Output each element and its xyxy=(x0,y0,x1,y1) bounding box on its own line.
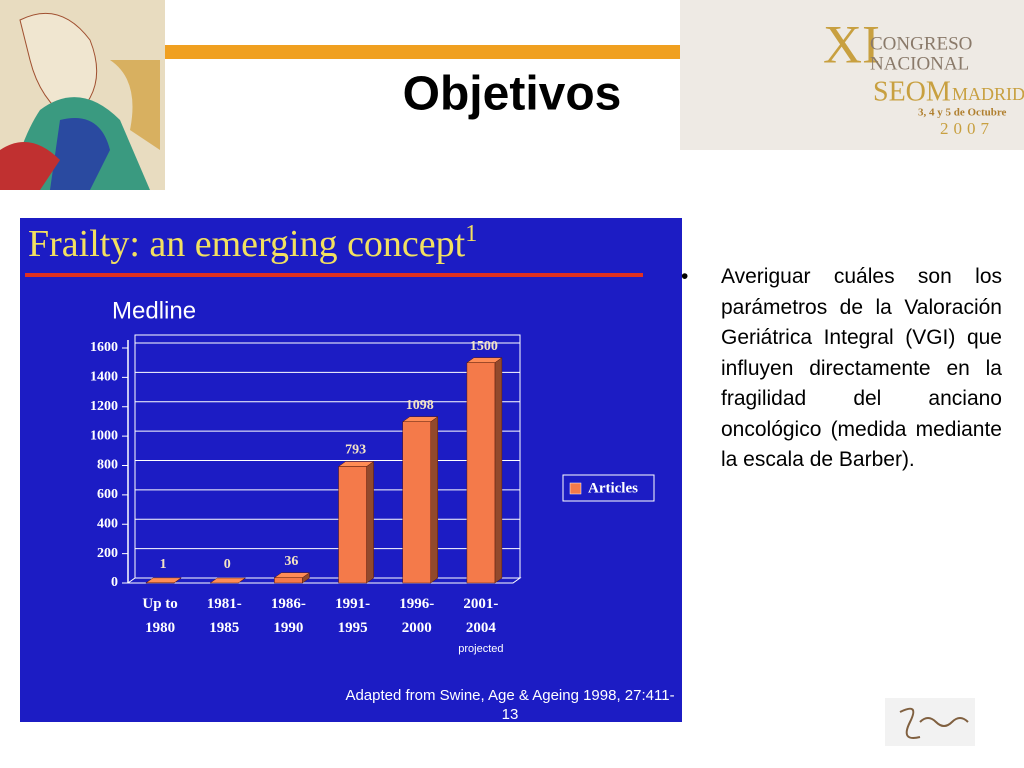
logo-year: 2007 xyxy=(940,119,994,138)
x-tick-label: 2001-2004 xyxy=(463,596,499,636)
superscript: 1 xyxy=(465,221,477,247)
bar xyxy=(466,362,496,584)
bar xyxy=(274,577,303,584)
value-label: 1 xyxy=(160,557,167,572)
value-label: 1500 xyxy=(470,339,498,354)
x-tick-label: Up to 1980 xyxy=(142,596,178,636)
y-tick-label: 1000 xyxy=(90,428,118,443)
y-tick-label: 1200 xyxy=(90,399,118,414)
logo-bg xyxy=(680,0,1024,150)
value-label: 1098 xyxy=(406,398,434,413)
x-tick-label: 1981-1985 xyxy=(206,596,242,636)
x-tick-label: 1996-2000 xyxy=(399,596,435,636)
y-tick-label: 600 xyxy=(97,487,118,502)
logo-city: MADRID xyxy=(952,84,1024,104)
chart-subtitle: Medline xyxy=(112,297,196,324)
plot-floor xyxy=(126,577,522,584)
x-tick-label: 1986-1990 xyxy=(270,596,306,636)
value-label: 793 xyxy=(345,443,366,458)
legend-label: Articles xyxy=(588,480,638,496)
bullet-dot: • xyxy=(681,265,689,288)
logo-roman: XI xyxy=(823,14,880,74)
bar-side xyxy=(430,416,438,584)
y-tick-label: 1400 xyxy=(90,370,118,385)
y-tick-label: 400 xyxy=(97,516,118,531)
slide-title: Objetivos xyxy=(403,68,622,121)
chart-title-text: Frailty: an emerging concept xyxy=(28,223,466,265)
seom-logo-mark xyxy=(899,707,969,739)
bar-side xyxy=(494,357,503,584)
painting xyxy=(0,0,165,190)
value-label: 0 xyxy=(224,557,231,572)
logo-text: NACIONAL xyxy=(870,53,969,74)
y-tick-label: 200 xyxy=(97,546,118,561)
bullet: Averiguar cuáles son los parámetros de l… xyxy=(688,262,1002,476)
chart-source: Adapted from Swine, Age & Ageing 1998, 2… xyxy=(345,687,675,723)
bar-side xyxy=(366,461,374,584)
seom-logo xyxy=(885,698,975,746)
value-label: 36 xyxy=(284,554,298,569)
annotation: projected xyxy=(458,643,503,655)
bullet-text: Averiguar cuáles son los parámetros de l… xyxy=(721,265,1002,471)
bar xyxy=(402,421,431,584)
logo-text: CONGRESO xyxy=(870,33,972,54)
logo-org: SEOM xyxy=(873,76,951,107)
y-tick-label: 800 xyxy=(97,458,118,473)
bar xyxy=(338,466,367,584)
bar-top xyxy=(209,577,247,584)
y-tick-label: 1600 xyxy=(90,340,118,355)
logo-dates: 3, 4 y 5 de Octubre xyxy=(918,107,1007,119)
chart-title: Frailty: an emerging concept1 xyxy=(28,221,477,265)
y-tick-label: 0 xyxy=(111,575,118,590)
x-tick-label: 1991-1995 xyxy=(335,596,371,636)
legend-swatch xyxy=(569,482,582,495)
